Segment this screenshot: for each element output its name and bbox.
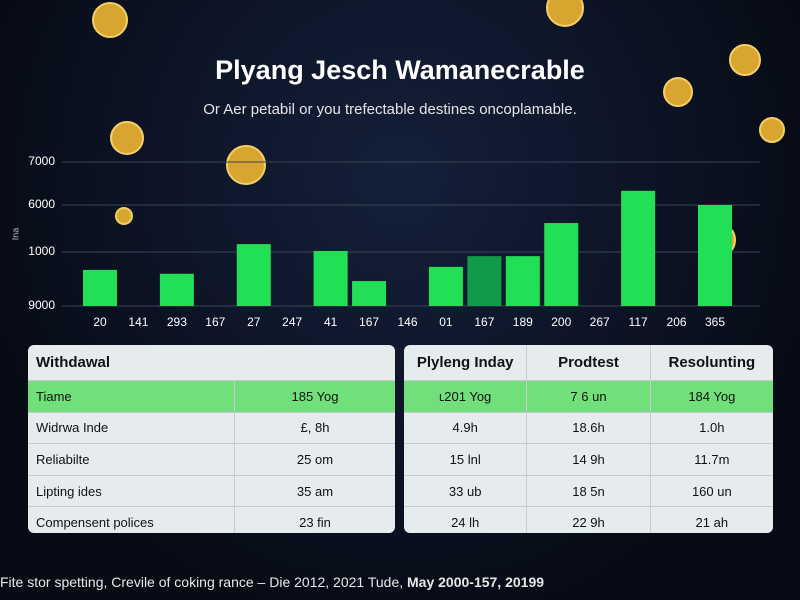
bar (236, 244, 271, 306)
table-cell: 24 lh (451, 515, 480, 531)
table-cell: 21 ah (649, 507, 773, 533)
chart: Plyang Jesch Wamanecrable Or Aer petabil… (10, 0, 785, 329)
table-cell: 4.9h (452, 420, 478, 436)
x-tick-label: 293 (167, 315, 187, 329)
table-cell: Reliabilte (36, 451, 90, 467)
y-tick-label: 7000 (28, 154, 55, 168)
table-row: ʟ201 Yog 7 6 un 184 Yog (404, 380, 773, 412)
y-axis-label: Ina (10, 228, 20, 241)
bar (544, 223, 579, 306)
x-tick-label: 189 (513, 315, 533, 329)
table-cell: 7 6 un (526, 381, 649, 412)
x-tick-label: 167 (359, 315, 379, 329)
coins (92, 0, 785, 258)
y-tick-label: 1000 (28, 244, 55, 258)
table-row: Reliabilte 25 om (28, 443, 395, 475)
y-tick-label: 9000 (28, 298, 55, 312)
table-cell: Tiame (36, 388, 72, 404)
bar (352, 281, 387, 306)
y-tick-label: 6000 (28, 197, 55, 211)
header-cell (216, 345, 396, 380)
bar (505, 256, 540, 306)
x-tick-label: 267 (590, 315, 610, 329)
x-tick-label: 27 (247, 315, 261, 329)
table: Plyleng Inday Prodtest Resolunting ʟ201 Yog… (404, 345, 773, 533)
x-tick-label: 01 (439, 315, 453, 329)
x-tick-label: 200 (551, 315, 571, 329)
x-tick-label: 20 (93, 315, 107, 329)
table-header: Withdawal (28, 345, 395, 380)
x-tick-label: 167 (474, 315, 494, 329)
table-cell: Lipting ides (36, 483, 102, 499)
table-cell: 35 am (234, 475, 395, 507)
chart-title: Plyang Jesch Wamanecrable (215, 55, 585, 85)
x-tick-label: 247 (282, 315, 302, 329)
x-tick-label: 206 (667, 315, 687, 329)
table-row: 24 lh 22 9h 21 ah (404, 506, 773, 533)
x-tick-label: 141 (128, 315, 148, 329)
table-row: 15 lnl 14 9h 11.7m (404, 443, 773, 475)
table-cell: ʟ201 Yog (439, 388, 492, 404)
table-cell: 22 9h (526, 507, 649, 533)
table-cell: 23 fin (234, 507, 395, 533)
bar (428, 266, 463, 306)
header-cell: Plyleng Inday (416, 354, 514, 371)
table-row: 4.9h 18.6h 1.0h (404, 411, 773, 444)
table: Withdawal Tiame 185 Yog Widrwa Inde £, 8h Rel… (28, 345, 395, 533)
bar (621, 190, 656, 306)
x-tick-label: 146 (397, 315, 417, 329)
header-cell: Withdawal (36, 354, 111, 371)
table-cell: £, 8h (234, 412, 395, 444)
footer-text: Fite stor spetting, Crevile of coking ra… (0, 574, 404, 590)
table-cell: 14 9h (526, 444, 649, 475)
table-row: Tiame 185 Yog (28, 380, 395, 412)
table-cell: 18.6h (526, 412, 649, 444)
table-row: Widrwa Inde £, 8h (28, 411, 395, 444)
table-cell: 11.7m (649, 444, 773, 475)
chart-subtitle: Or Aer petabil or you trefectable destin… (203, 101, 577, 118)
x-tick-label: 365 (705, 315, 725, 329)
header-cell: Resolunting (649, 345, 773, 380)
table-header: Plyleng Inday Prodtest Resolunting (404, 345, 773, 380)
header-cell: Prodtest (526, 345, 649, 380)
table-cell: 15 lnl (449, 451, 481, 467)
bar (698, 204, 732, 306)
x-tick-label: 167 (205, 315, 225, 329)
table-cell: 160 un (649, 475, 773, 507)
table-cell: Widrwa Inde (36, 420, 109, 436)
table-row: Lipting ides 35 am (28, 474, 395, 507)
table-row: 33 ub 18 5n 160 un (404, 474, 773, 507)
table-cell: 33 ub (448, 483, 482, 499)
bar (467, 256, 502, 306)
bar (83, 269, 117, 306)
x-tick-label: 41 (324, 315, 338, 329)
table-cell: 25 om (234, 444, 395, 475)
x-tick-label: 117 (629, 315, 648, 329)
table-cell: Compensent polices (36, 515, 154, 531)
table-cell: 185 Yog (234, 381, 395, 412)
table-cell: 1.0h (649, 412, 773, 444)
footer-bold: May 2000-157, 20199 (407, 574, 545, 590)
footer: Fite stor spetting, Crevile of coking ra… (0, 574, 544, 590)
table-row: Compensent polices 23 fin (28, 506, 395, 533)
bar (159, 273, 194, 306)
table-cell: 184 Yog (649, 381, 773, 412)
bar (313, 250, 348, 306)
table-cell: 18 5n (526, 475, 649, 507)
